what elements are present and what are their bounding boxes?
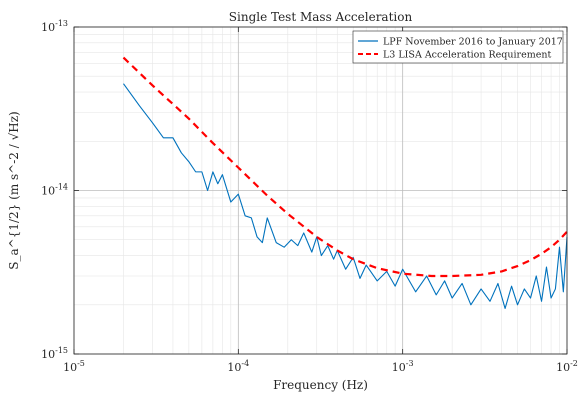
tick-base: 10 [41, 348, 55, 361]
series-layer [122, 56, 568, 309]
tick-exponent: -14 [55, 183, 68, 192]
tick-exponent: -4 [241, 359, 249, 368]
y-tick-label: 10-14 [41, 183, 68, 198]
tick-exponent: -5 [77, 359, 85, 368]
tick-base: 10 [227, 361, 241, 374]
tick-exponent: -3 [406, 359, 414, 368]
series-lpf-line [123, 83, 568, 309]
y-tick-label: 10-13 [41, 19, 68, 34]
tick-exponent: -2 [570, 359, 578, 368]
x-tick-label: 10-5 [63, 359, 85, 374]
tick-base: 10 [392, 361, 406, 374]
x-axis-label: Frequency (Hz) [273, 378, 368, 392]
y-tick-label: 10-15 [41, 346, 68, 361]
tick-base: 10 [41, 185, 55, 198]
x-tick-label: 10-3 [392, 359, 414, 374]
x-tick-label: 10-4 [227, 359, 249, 374]
legend-box [352, 30, 564, 64]
legend-label-lpf: LPF November 2016 to January 2017 [383, 37, 563, 48]
chart-title: Single Test Mass Acceleration [229, 10, 413, 24]
y-axis-label: S_a^{1/2} (m s^-2 / √Hz) [7, 111, 21, 269]
x-tick-label: 10-2 [556, 359, 578, 374]
tick-base: 10 [41, 21, 55, 34]
legend: LPF November 2016 to January 2017 L3 LIS… [352, 30, 564, 64]
legend-label-requirement: L3 LISA Acceleration Requirement [383, 50, 551, 61]
series-requirement-line [122, 56, 568, 278]
tick-base: 10 [63, 361, 77, 374]
tick-exponent: -13 [55, 19, 68, 28]
tick-base: 10 [556, 361, 570, 374]
tick-exponent: -15 [55, 346, 68, 355]
